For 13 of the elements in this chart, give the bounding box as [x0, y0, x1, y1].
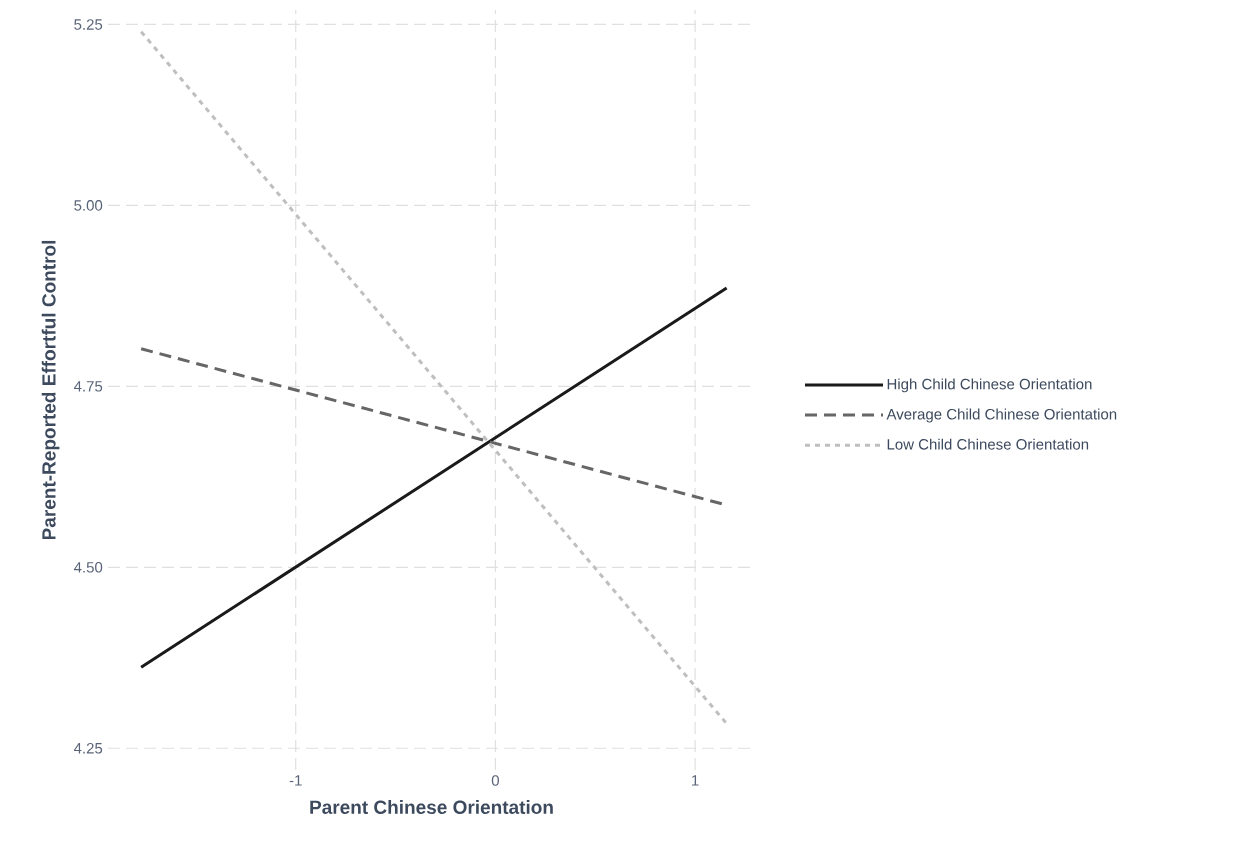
y-tick-label: 5.25 — [74, 19, 103, 30]
x-tick-label: -1 — [289, 775, 302, 786]
x-tick-label: 1 — [692, 775, 699, 786]
y-tick-label: 4.25 — [73, 742, 103, 754]
y-axis-title: Parent-Reported Effortful Control — [41, 240, 60, 540]
y-tick-label: 4.75 — [73, 381, 103, 392]
y-tick-label: 4.50 — [73, 562, 103, 573]
text: High Child Chinese Orientation — [887, 378, 1092, 393]
text: Low Child Chinese Orientation — [887, 438, 1089, 450]
y-tick-label: 5.00 — [74, 200, 103, 211]
x-axis-title: Parent Chinese Orientation — [310, 800, 553, 814]
x-tick-label: 0 — [491, 775, 499, 786]
text: Average Child Chinese Orientation — [886, 408, 1117, 423]
